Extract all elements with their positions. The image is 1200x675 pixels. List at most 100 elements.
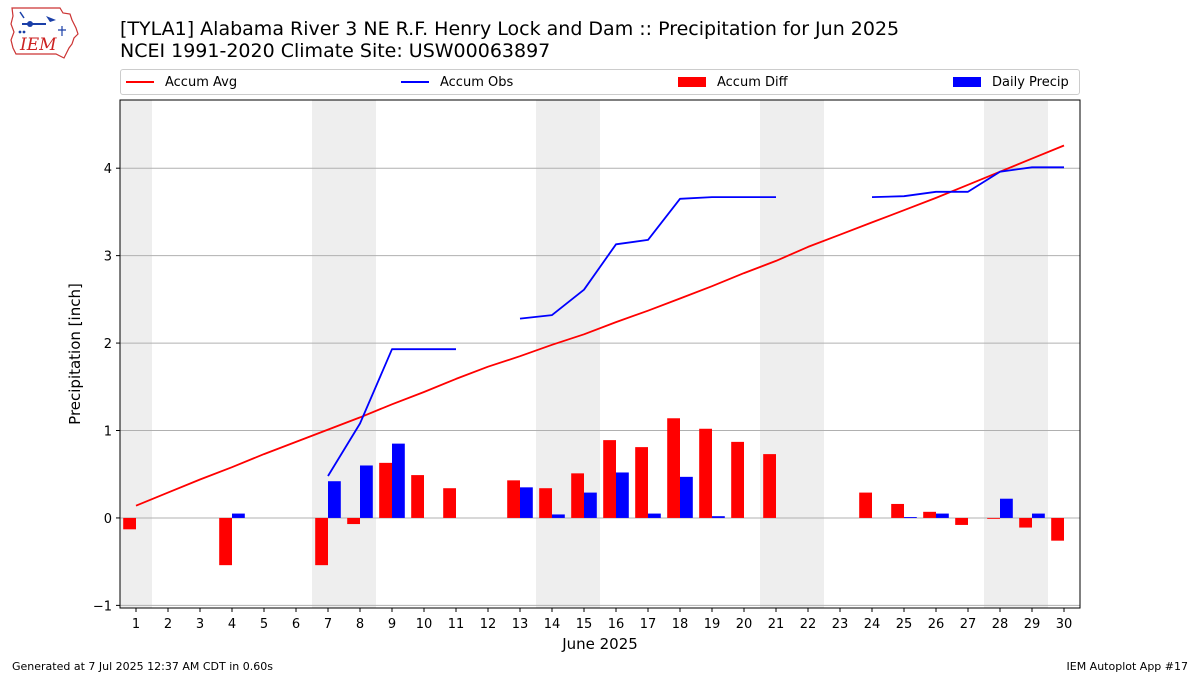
x-tick-label-9: 9: [388, 617, 396, 632]
weekend-shading: [120, 100, 1048, 608]
x-tick-label-13: 13: [512, 617, 529, 632]
accum-diff-bar-28: [987, 517, 1000, 519]
legend-label-accum-avg: Accum Avg: [165, 74, 238, 90]
legend-swatch-accum-diff: [678, 77, 706, 87]
daily-precip-bar-18: [680, 476, 693, 518]
accum-diff-bar-10: [411, 475, 424, 518]
accum-diff-bar-13: [507, 480, 520, 518]
daily-precip-bar-8: [360, 465, 373, 518]
x-tick-label-26: 26: [928, 617, 945, 632]
weekend-shade-4: [760, 100, 824, 608]
x-tick-label-15: 15: [576, 617, 593, 632]
plot-frame: [119, 99, 1081, 609]
accum-diff-bar-21: [763, 454, 776, 518]
legend-label-accum-obs: Accum Obs: [440, 74, 514, 90]
x-tick-label-28: 28: [992, 617, 1009, 632]
x-tick-label-10: 10: [416, 617, 433, 632]
legend-swatch-accum-avg: [126, 81, 154, 83]
daily-precip-bar-29: [1032, 513, 1045, 518]
footer-generated: Generated at 7 Jul 2025 12:37 AM CDT in …: [12, 660, 273, 673]
accum-obs-line: [327, 166, 1064, 477]
x-tick-label-16: 16: [608, 617, 625, 632]
accum-diff-bar-11: [443, 488, 456, 518]
accum-diff-bar-25: [891, 503, 904, 518]
logo-text: IEM: [19, 35, 57, 55]
x-tick-label-18: 18: [672, 617, 689, 632]
legend-swatch-daily-precip: [953, 77, 981, 87]
y-tick-label--1: −1: [93, 599, 112, 614]
legend-item-accum-obs: Accum Obs: [401, 70, 513, 94]
y-tick-label-0: 0: [104, 512, 112, 527]
x-tick-label-25: 25: [896, 617, 913, 632]
daily-precip-bar-19: [712, 516, 725, 518]
daily-precip-bar-25: [904, 517, 917, 518]
x-tick-label-11: 11: [448, 617, 465, 632]
x-tick-label-2: 2: [164, 617, 172, 632]
daily-precip-bar-28: [1000, 498, 1013, 518]
accum-diff-bar-14: [539, 488, 552, 518]
daily-precip-bar-9: [392, 443, 405, 518]
accum-diff-bar-9: [379, 462, 392, 518]
y-tick-label-2: 2: [104, 337, 112, 352]
daily-precip-bar-7: [328, 481, 341, 518]
accum-diff-bar-7: [315, 517, 328, 566]
daily-precip-bar-4: [232, 513, 245, 518]
lines: [135, 144, 1065, 507]
legend-item-accum-avg: Accum Avg: [126, 70, 237, 94]
daily-precip-bar-14: [552, 514, 565, 518]
legend-item-daily-precip: Daily Precip: [953, 70, 1069, 94]
y-axis-label: Precipitation [inch]: [66, 283, 84, 425]
accum-diff-bar-15: [571, 473, 584, 518]
accum-diff-bar-17: [635, 447, 648, 518]
x-tick-label-20: 20: [736, 617, 753, 632]
bars: [123, 418, 1064, 566]
x-tick-label-17: 17: [640, 617, 657, 632]
x-axis-label: June 2025: [561, 635, 638, 653]
x-tick-label-7: 7: [324, 617, 332, 632]
weekend-shade-1: [120, 100, 152, 608]
x-tick-label-21: 21: [768, 617, 785, 632]
x-tick-label-27: 27: [960, 617, 977, 632]
daily-precip-bar-26: [936, 513, 949, 518]
accum-diff-bar-20: [731, 441, 744, 518]
x-tick-label-29: 29: [1024, 617, 1041, 632]
weekend-shade-5: [984, 100, 1048, 608]
y-gridlines: [120, 167, 1080, 606]
chart-title: [TYLA1] Alabama River 3 NE R.F. Henry Lo…: [120, 18, 900, 40]
weekend-shade-3: [536, 100, 600, 608]
daily-precip-bar-13: [520, 487, 533, 518]
x-tick-label-4: 4: [228, 617, 236, 632]
accum-diff-bar-27: [955, 517, 968, 525]
x-tick-label-3: 3: [196, 617, 204, 632]
accum-diff-bar-19: [699, 428, 712, 518]
x-tick-label-8: 8: [356, 617, 364, 632]
accum-diff-bar-8: [347, 517, 360, 525]
chart-subtitle: NCEI 1991-2020 Climate Site: USW00063897: [120, 40, 551, 62]
accum-diff-bar-4: [219, 517, 232, 566]
y-tick-label-1: 1: [104, 425, 112, 440]
legend: Accum Avg Accum Obs Accum Diff Daily Pre…: [120, 69, 1080, 95]
x-tick-label-23: 23: [832, 617, 849, 632]
x-tick-label-24: 24: [864, 617, 881, 632]
x-tick-label-19: 19: [704, 617, 721, 632]
x-tick-label-12: 12: [480, 617, 497, 632]
accum-diff-bar-1: [123, 517, 136, 530]
y-tick-label-3: 3: [104, 250, 112, 265]
accum-diff-bar-18: [667, 418, 680, 518]
footer-app: IEM Autoplot App #17: [1066, 660, 1189, 673]
accum-diff-bar-16: [603, 440, 616, 518]
iem-logo: IEM: [10, 7, 79, 59]
x-tick-label-1: 1: [132, 617, 140, 632]
accum-diff-bar-29: [1019, 517, 1032, 528]
legend-label-daily-precip: Daily Precip: [992, 74, 1069, 90]
accum-avg-line: [135, 144, 1065, 507]
x-tick-label-5: 5: [260, 617, 268, 632]
y-tick-label-4: 4: [104, 162, 112, 177]
daily-precip-bar-15: [584, 492, 597, 518]
legend-swatch-accum-obs: [401, 81, 429, 83]
x-tick-label-14: 14: [544, 617, 561, 632]
x-tick-label-22: 22: [800, 617, 817, 632]
legend-label-accum-diff: Accum Diff: [717, 74, 788, 90]
